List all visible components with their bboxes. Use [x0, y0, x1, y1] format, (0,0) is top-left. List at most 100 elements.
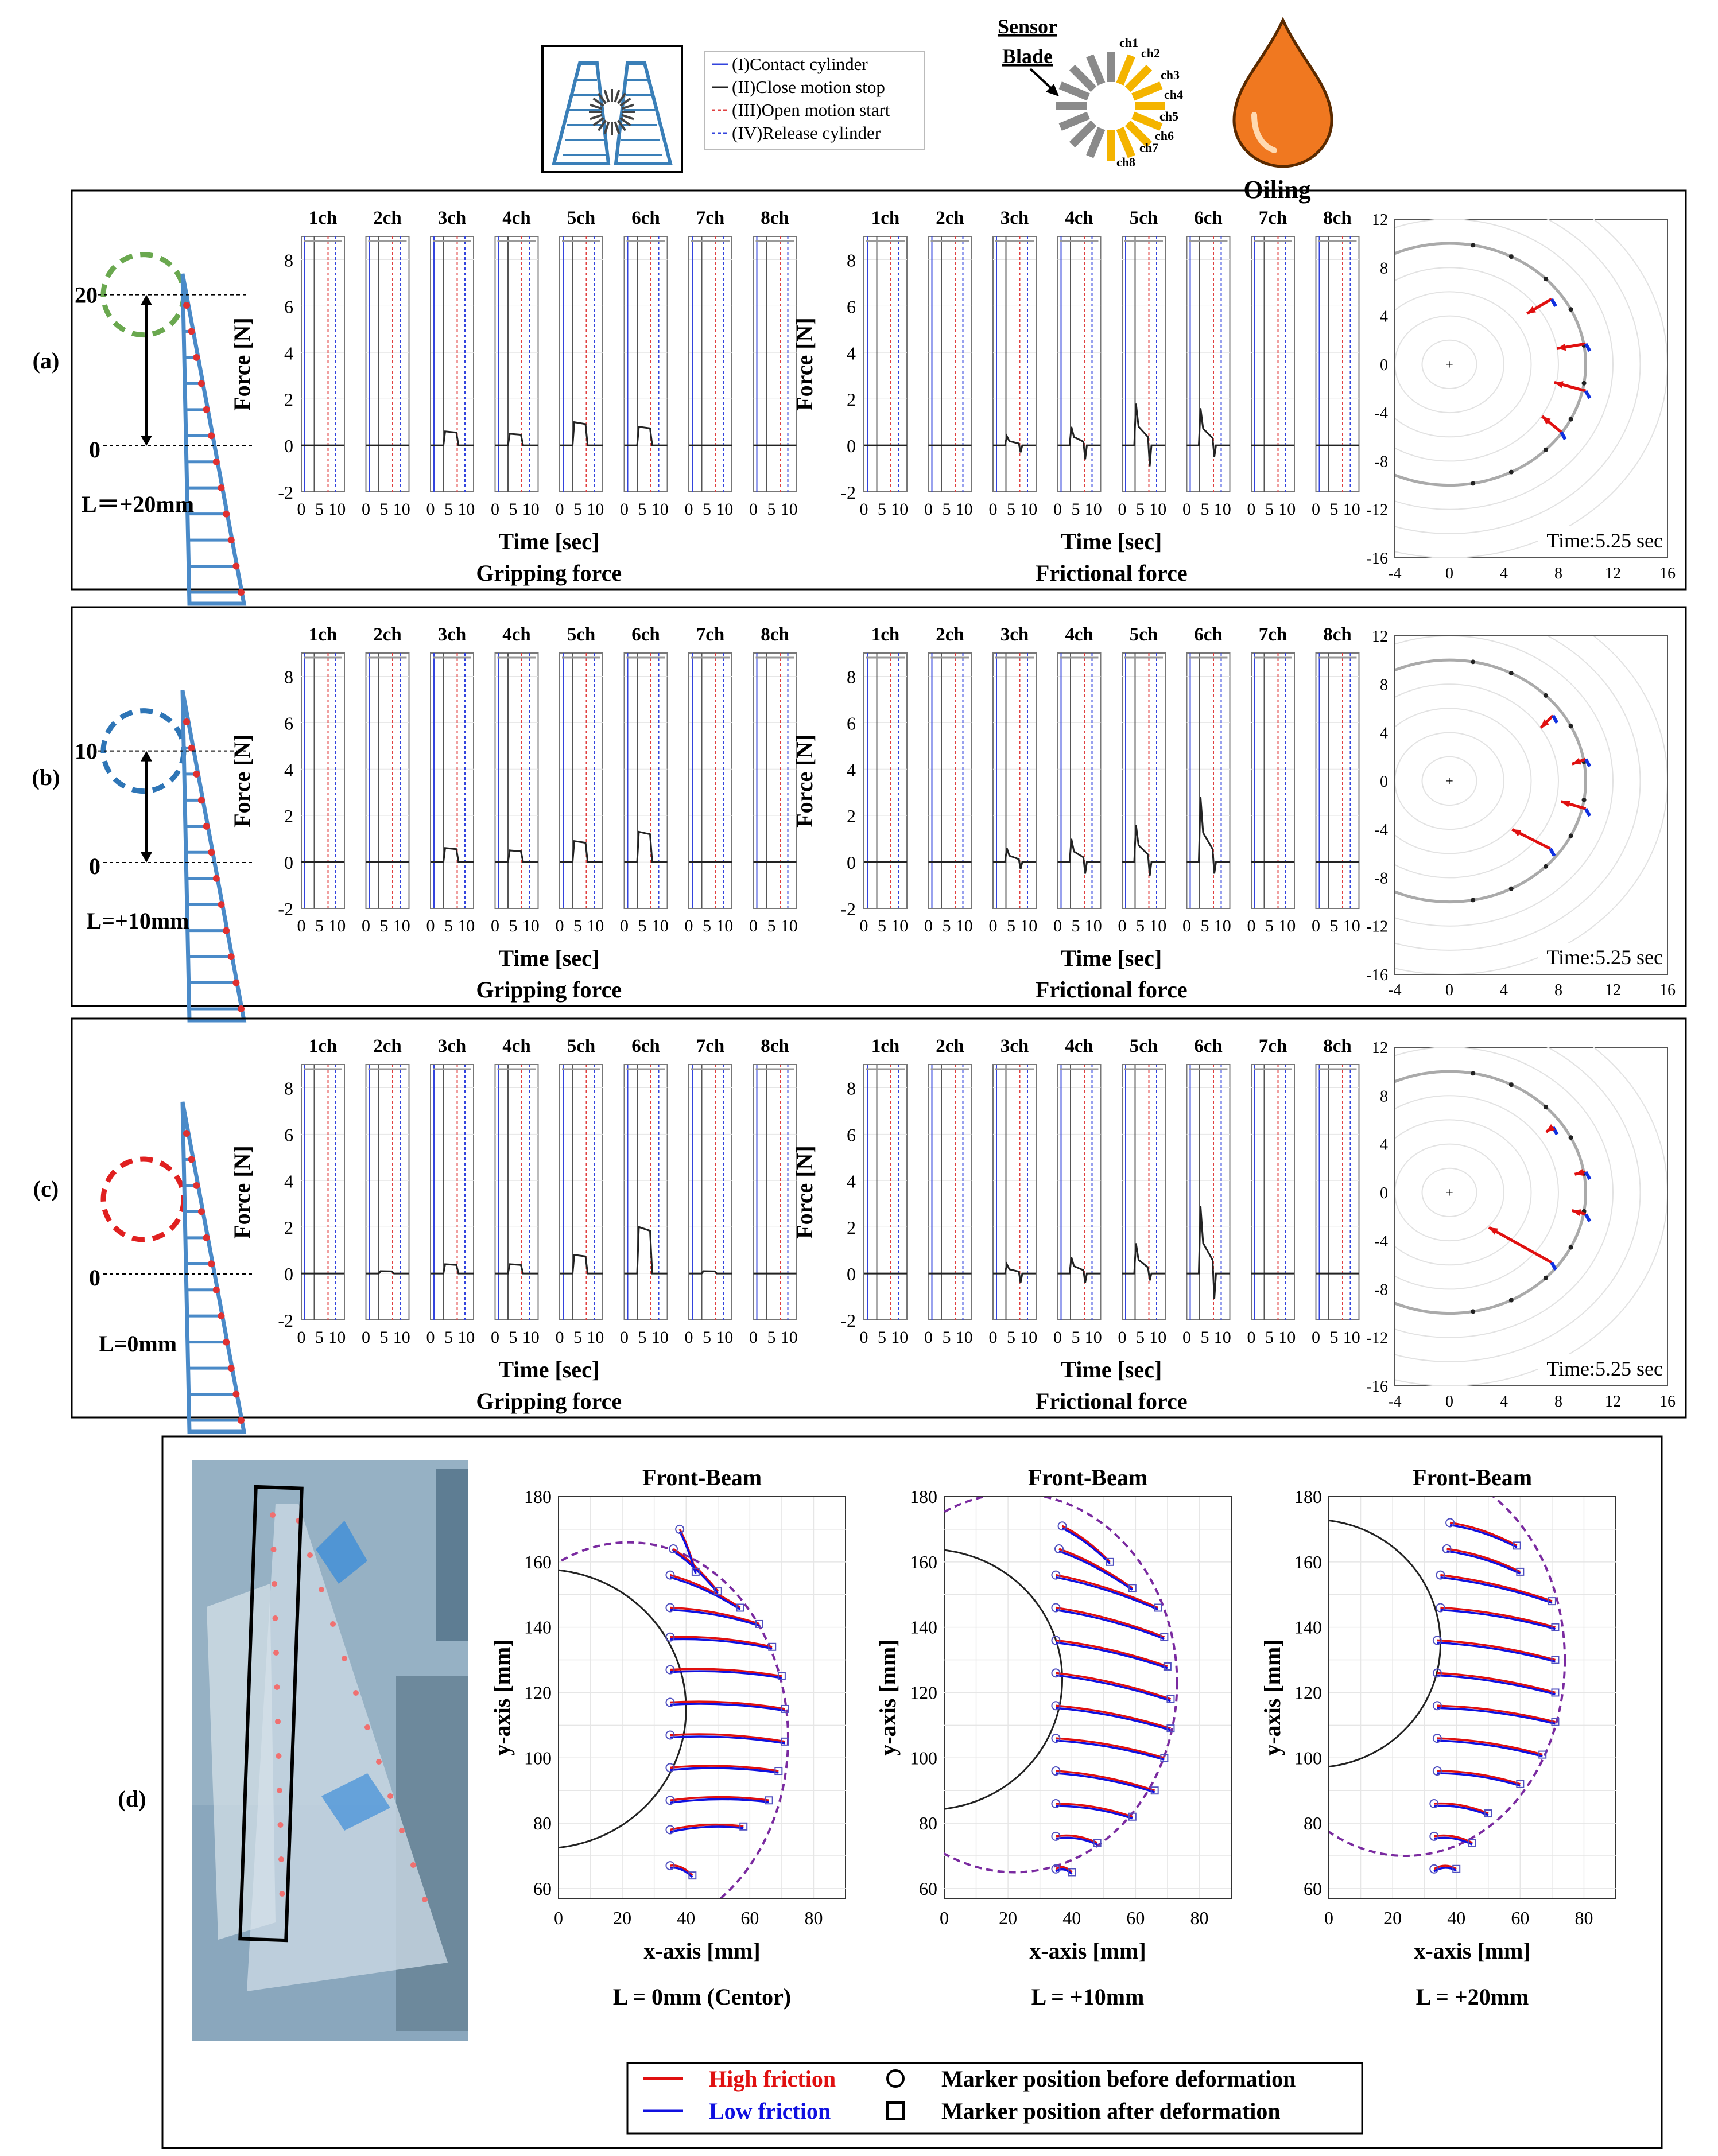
blade-marker-dot: [212, 1286, 220, 1293]
x-tick-label: 0: [1118, 916, 1127, 935]
marker-after: [1154, 1603, 1162, 1612]
blade-marker-dot: [218, 484, 225, 492]
x-tick-label: 10: [781, 1328, 798, 1347]
polar-x-tick: 4: [1500, 1393, 1508, 1411]
low-friction-path: [669, 1576, 741, 1610]
time-axis-label: Time [sec]: [1061, 529, 1162, 554]
normal-force-arrow: [1551, 714, 1559, 724]
polar-y-tick: -16: [1367, 550, 1388, 568]
marker-before: [669, 1544, 678, 1554]
x-tick-label: 5: [1201, 1328, 1209, 1347]
force-series-line: [495, 433, 538, 446]
beam-plot-frame: [1328, 1496, 1616, 1899]
low-friction-path: [1437, 1707, 1556, 1725]
low-friction-path: [670, 1735, 785, 1745]
marker-before: [1051, 1864, 1061, 1874]
x-tick-label: 5: [943, 1328, 951, 1347]
gripper-center-blade: [590, 114, 603, 121]
channel-title: 8ch: [1323, 624, 1352, 645]
sensor-channel-label: ch1: [1119, 36, 1138, 50]
channel-subplot: [992, 652, 1037, 909]
time-axis-label: Time [sec]: [498, 945, 599, 971]
high-friction-path: [670, 1733, 785, 1743]
polar-x-tick: 8: [1554, 1393, 1562, 1411]
x-tick-label: 5: [315, 916, 324, 935]
y-tick-label: 2: [284, 806, 293, 826]
channel-title: 5ch: [1130, 624, 1158, 645]
blade-contact-marker: [1543, 447, 1548, 452]
blade-contact-marker: [1471, 659, 1476, 665]
channel-title: 7ch: [696, 624, 725, 645]
y-tick-label: 0: [847, 852, 856, 873]
x-tick-label: 0: [924, 1328, 933, 1347]
polar-y-tick: -8: [1375, 869, 1388, 887]
high-friction-path: [670, 1636, 773, 1648]
polar-origin-mark: +: [1445, 774, 1453, 789]
high-friction-path: [1434, 1802, 1489, 1815]
marker-before: [665, 1697, 675, 1707]
polar-grid-circle: [1395, 1047, 1641, 1362]
gripper-center-blade: [592, 116, 604, 127]
channel-subplot: [1315, 236, 1360, 492]
event-legend-label: (II)Close motion stop: [732, 77, 885, 97]
offset-arrow-head: [141, 436, 152, 446]
offset-label: 20: [75, 282, 98, 308]
beam-y-tick: 60: [919, 1878, 937, 1899]
y-tick-label: 2: [284, 1217, 293, 1238]
blade-contact-marker: [1568, 833, 1573, 838]
blade-marker-dot: [227, 953, 235, 961]
high-friction-path: [1446, 1548, 1521, 1573]
blade-marker-dot: [188, 744, 195, 752]
x-tick-label: 5: [1072, 916, 1080, 935]
blade-marker-dot: [232, 1390, 240, 1398]
x-tick-label: 0: [1118, 500, 1127, 519]
photo-marker-dot: [387, 1793, 393, 1799]
sensor-pointer-head: [1046, 84, 1059, 96]
x-tick-label: 10: [1020, 916, 1037, 935]
high-friction-path: [1437, 1672, 1556, 1694]
channel-title: 6ch: [631, 1036, 660, 1056]
x-tick-label: 0: [924, 500, 933, 519]
beam-x-tick: 0: [940, 1908, 949, 1928]
polar-plot-frame: [1394, 219, 1668, 558]
x-tick-label: 0: [1053, 500, 1062, 519]
y-tick-label: 4: [847, 343, 856, 363]
polar-time-box: [1538, 943, 1665, 972]
channel-title: 2ch: [936, 624, 964, 645]
x-tick-label: 10: [587, 500, 604, 519]
polar-grid-circle: [1395, 267, 1559, 462]
gripper-center-blade: [619, 97, 631, 107]
channel-title: 4ch: [502, 208, 531, 228]
blade-marker-dot: [223, 927, 230, 934]
x-tick-label: 0: [1312, 500, 1320, 519]
polar-y-tick: -12: [1367, 1330, 1388, 1347]
x-tick-label: 5: [878, 916, 886, 935]
blade-contact-marker: [1568, 307, 1573, 312]
channel-title: 2ch: [373, 208, 402, 228]
x-tick-label: 5: [638, 500, 647, 519]
event-legend-label: (III)Open motion start: [732, 100, 890, 120]
beam-y-tick: 140: [910, 1617, 937, 1638]
photo-marker-dot: [319, 1587, 324, 1592]
low-friction-path: [1056, 1772, 1155, 1793]
cylinder-outline: [944, 1549, 1063, 1810]
channel-title: 2ch: [936, 1036, 964, 1056]
front-beam-plot: 0 20 40 60 80 180 160 140 120 100 80 60 Front-Beam x-…: [875, 1464, 1232, 2010]
polar-y-tick: 8: [1380, 676, 1388, 694]
beam-y-tick: 160: [524, 1552, 552, 1572]
panel-d-label: (d): [118, 1786, 146, 1812]
low-friction-path: [1437, 1641, 1556, 1663]
x-tick-label: 0: [1247, 916, 1256, 935]
x-tick-label: 10: [781, 500, 798, 519]
marker-after: [1551, 1623, 1560, 1631]
beam-y-tick: 60: [1304, 1878, 1322, 1899]
channel-subplot: [1057, 1064, 1102, 1320]
x-tick-label: 5: [509, 916, 518, 935]
sensor-channel-label: ch3: [1161, 68, 1180, 82]
low-friction-path: [670, 1609, 760, 1627]
marker-before: [1445, 1518, 1455, 1528]
x-tick-label: 10: [587, 1328, 604, 1347]
y-tick-label: 4: [284, 343, 293, 363]
channel-title: 2ch: [373, 624, 402, 645]
